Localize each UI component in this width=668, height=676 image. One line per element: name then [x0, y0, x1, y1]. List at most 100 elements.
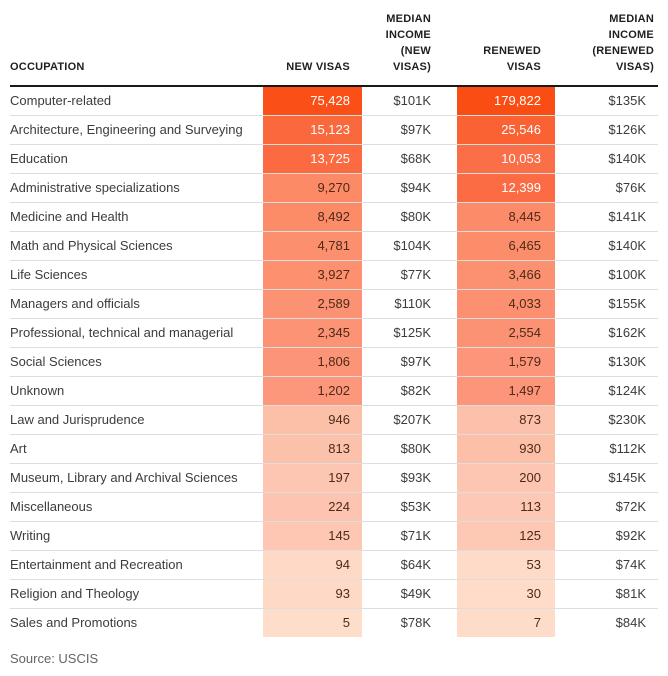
- occupation-cell: Life Sciences: [10, 260, 263, 290]
- occupation-cell: Social Sciences: [10, 347, 263, 377]
- table-row: Art 813 $80K 930 $112K: [10, 434, 658, 464]
- table-row: Sales and Promotions 5 $78K 7 $84K: [10, 608, 658, 637]
- new-visas-heat-cell: 2,589: [263, 289, 362, 319]
- renewed-visas-heat-cell: 873: [457, 405, 555, 435]
- occupation-visa-income-table: OCCUPATION NEW VISAS MEDIAN INCOME (NEW …: [10, 0, 658, 637]
- source-note: Source: USCIS: [10, 650, 99, 666]
- occupation-cell: Entertainment and Recreation: [10, 550, 263, 580]
- median-income-new-cell: $97K: [362, 115, 457, 145]
- renewed-visas-heat-cell: 2,554: [457, 318, 555, 348]
- occupation-cell: Art: [10, 434, 263, 464]
- new-visas-heat-cell: 946: [263, 405, 362, 435]
- new-visas-heat-cell: 224: [263, 492, 362, 522]
- occupation-cell: Law and Jurisprudence: [10, 405, 263, 435]
- median-income-renewed-cell: $162K: [555, 318, 658, 348]
- new-visas-heat-cell: 8,492: [263, 202, 362, 232]
- median-income-new-cell: $77K: [362, 260, 457, 290]
- renewed-visas-heat-cell: 125: [457, 521, 555, 551]
- new-visas-heat-cell: 197: [263, 463, 362, 493]
- new-visas-heat-cell: 15,123: [263, 115, 362, 145]
- median-income-new-cell: $68K: [362, 144, 457, 174]
- table-body: Computer-related 75,428 $101K 179,822 $1…: [10, 85, 658, 637]
- header-median-income-renewed: MEDIAN INCOME (RENEWED VISAS): [555, 0, 658, 87]
- median-income-renewed-cell: $135K: [555, 85, 658, 116]
- median-income-new-cell: $104K: [362, 231, 457, 261]
- median-income-new-cell: $101K: [362, 85, 457, 116]
- median-income-new-cell: $110K: [362, 289, 457, 319]
- occupation-cell: Architecture, Engineering and Surveying: [10, 115, 263, 145]
- median-income-new-cell: $53K: [362, 492, 457, 522]
- median-income-renewed-cell: $130K: [555, 347, 658, 377]
- occupation-cell: Computer-related: [10, 85, 263, 116]
- header-occupation: OCCUPATION: [10, 0, 263, 87]
- median-income-renewed-cell: $140K: [555, 231, 658, 261]
- median-income-renewed-cell: $84K: [615, 615, 646, 631]
- new-visas-heat-cell: 3,927: [263, 260, 362, 290]
- occupation-cell: Unknown: [10, 376, 263, 406]
- occupation-cell: Museum, Library and Archival Sciences: [10, 463, 263, 493]
- table-row: Medicine and Health 8,492 $80K 8,445 $14…: [10, 202, 658, 232]
- median-income-new-cell: $125K: [362, 318, 457, 348]
- header-median-income-new: MEDIAN INCOME (NEW VISAS): [362, 0, 457, 87]
- header-new-visas: NEW VISAS: [263, 0, 362, 87]
- table-row: Entertainment and Recreation 94 $64K 53 …: [10, 550, 658, 580]
- new-visas-heat-cell: 813: [263, 434, 362, 464]
- median-income-renewed-cell: $72K: [555, 492, 658, 522]
- occupation-cell: Writing: [10, 521, 263, 551]
- median-income-renewed-cell: $112K: [555, 434, 658, 464]
- new-visas-heat-cell: 75,428: [263, 85, 362, 116]
- new-visas-heat-cell: 93: [263, 579, 362, 609]
- median-income-new-cell: $71K: [362, 521, 457, 551]
- median-income-renewed-cell: $81K: [555, 579, 658, 609]
- median-income-renewed-cell: $230K: [555, 405, 658, 435]
- renewed-visas-heat-cell: 30: [457, 579, 555, 609]
- renewed-visas-heat-cell: 930: [457, 434, 555, 464]
- new-visas-heat-cell: 1,202: [263, 376, 362, 406]
- header-renewed-visas: RENEWED VISAS: [457, 0, 555, 87]
- median-income-renewed-cell: $74K: [555, 550, 658, 580]
- median-income-renewed-cell: $145K: [555, 463, 658, 493]
- renewed-visas-heat-cell: 200: [457, 463, 555, 493]
- renewed-visas-heat-cell: 8,445: [457, 202, 555, 232]
- new-visas-heat-cell: 5: [263, 608, 362, 637]
- median-income-new-cell: $93K: [362, 463, 457, 493]
- occupation-cell: Miscellaneous: [10, 492, 263, 522]
- median-income-new-cell: $97K: [362, 347, 457, 377]
- new-visas-heat-cell: 1,806: [263, 347, 362, 377]
- occupation-cell: Professional, technical and managerial: [10, 318, 263, 348]
- occupation-cell: Education: [10, 144, 263, 174]
- renewed-visas-heat-cell: 4,033: [457, 289, 555, 319]
- table-row: Unknown 1,202 $82K 1,497 $124K: [10, 376, 658, 406]
- renewed-visas-heat-cell: 1,579: [457, 347, 555, 377]
- occupation-cell: Administrative specializations: [10, 173, 263, 203]
- new-visas-heat-cell: 145: [263, 521, 362, 551]
- median-income-renewed-cell: $155K: [555, 289, 658, 319]
- median-income-new-cell: $78K: [400, 615, 431, 631]
- median-income-new-cell: $80K: [362, 434, 457, 464]
- new-visas-heat-cell: 9,270: [263, 173, 362, 203]
- median-income-renewed-cell: $124K: [555, 376, 658, 406]
- renewed-visas-heat-cell: 25,546: [457, 115, 555, 145]
- median-income-renewed-cell: $141K: [555, 202, 658, 232]
- median-income-renewed-cell: $126K: [555, 115, 658, 145]
- renewed-visas-heat-cell: 113: [457, 492, 555, 522]
- renewed-visas-heat-cell: 10,053: [457, 144, 555, 174]
- table-row: Religion and Theology 93 $49K 30 $81K: [10, 579, 658, 609]
- median-income-renewed-cell: $140K: [555, 144, 658, 174]
- renewed-visas-heat-cell: 12,399: [457, 173, 555, 203]
- median-income-renewed-cell: $100K: [555, 260, 658, 290]
- occupation-cell: Medicine and Health: [10, 202, 263, 232]
- table-row: Professional, technical and managerial 2…: [10, 318, 658, 348]
- table-header: OCCUPATION NEW VISAS MEDIAN INCOME (NEW …: [10, 0, 658, 87]
- table-row: Education 13,725 $68K 10,053 $140K: [10, 144, 658, 174]
- renewed-visas-heat-cell: 179,822: [457, 85, 555, 116]
- occupation-cell: Math and Physical Sciences: [10, 231, 263, 261]
- table-row: Administrative specializations 9,270 $94…: [10, 173, 658, 203]
- table-row: Museum, Library and Archival Sciences 19…: [10, 463, 658, 493]
- table-row: Writing 145 $71K 125 $92K: [10, 521, 658, 551]
- table-row: Life Sciences 3,927 $77K 3,466 $100K: [10, 260, 658, 290]
- table-row: Social Sciences 1,806 $97K 1,579 $130K: [10, 347, 658, 377]
- table-row: Computer-related 75,428 $101K 179,822 $1…: [10, 85, 658, 116]
- renewed-visas-heat-cell: 3,466: [457, 260, 555, 290]
